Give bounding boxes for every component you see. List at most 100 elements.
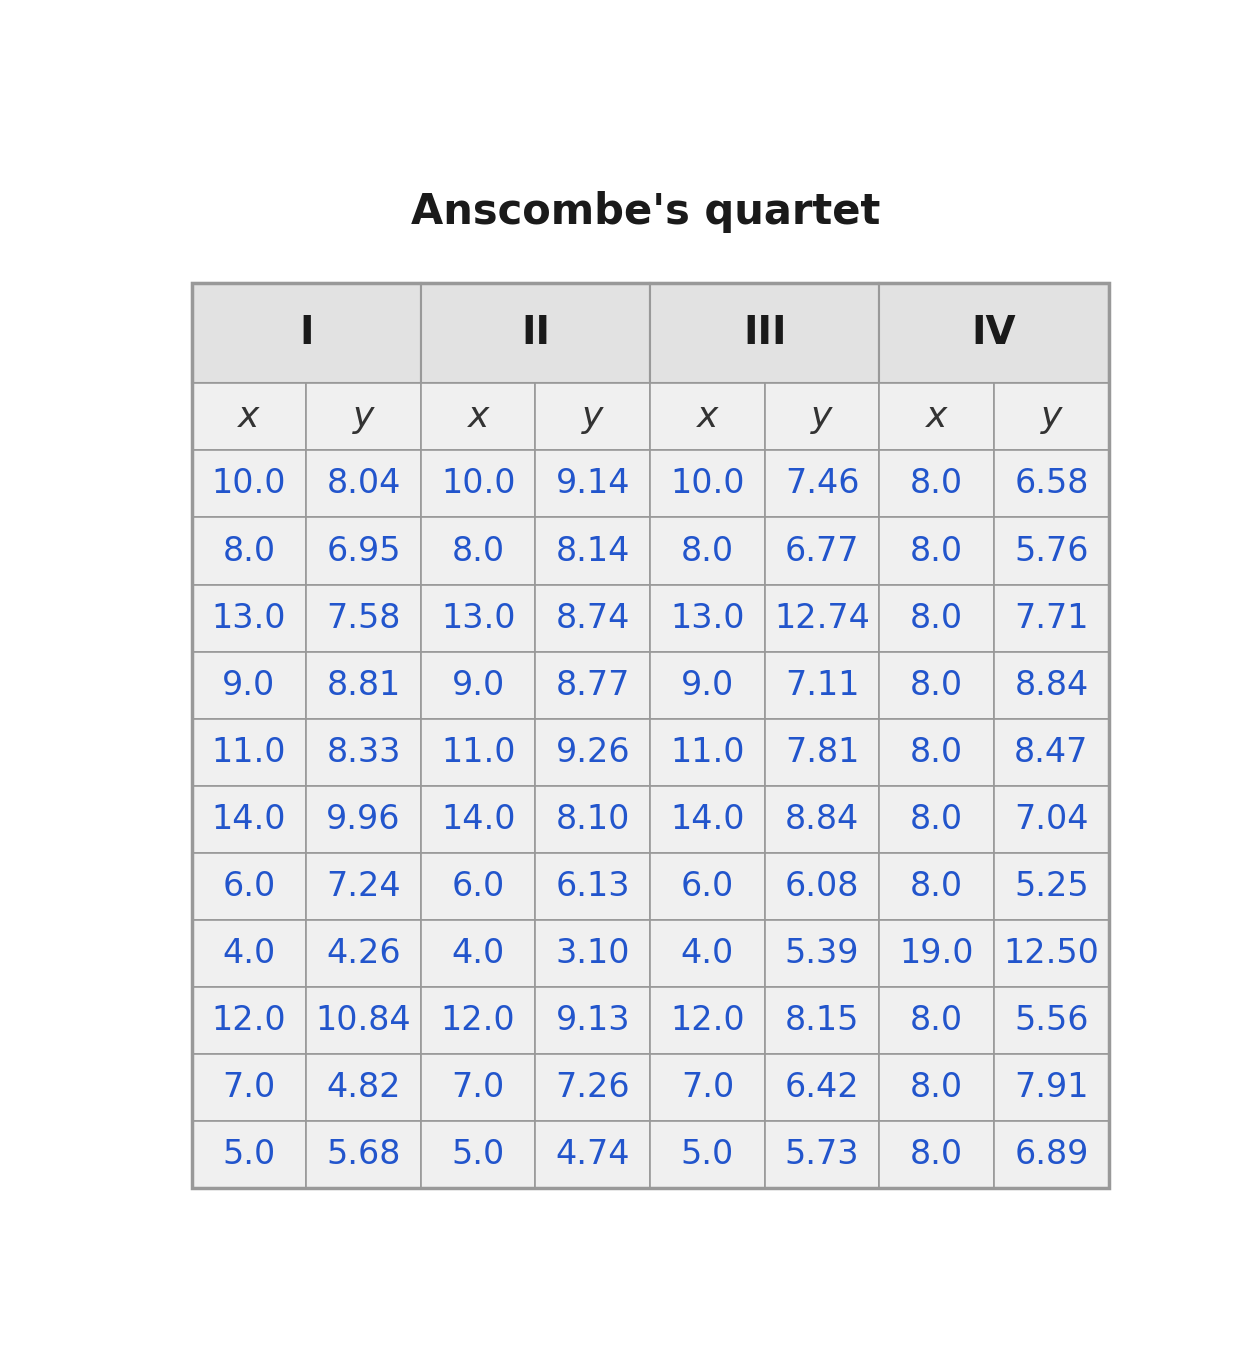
Bar [306, 518, 421, 584]
Text: 5.25: 5.25 [1013, 869, 1089, 903]
Bar [879, 987, 995, 1054]
Text: x: x [467, 400, 488, 434]
Bar [421, 1054, 535, 1121]
Text: 13.0: 13.0 [441, 602, 515, 635]
Text: 9.0: 9.0 [452, 669, 505, 701]
Text: 7.46: 7.46 [784, 468, 860, 500]
Text: 6.08: 6.08 [784, 869, 860, 903]
Bar [764, 1054, 879, 1121]
Bar [650, 919, 764, 987]
Text: 6.0: 6.0 [452, 869, 505, 903]
Text: 11.0: 11.0 [212, 736, 286, 769]
Bar [191, 987, 306, 1054]
Text: 8.0: 8.0 [910, 803, 963, 835]
Text: 14.0: 14.0 [212, 803, 286, 835]
Text: y: y [582, 400, 603, 434]
Text: 4.0: 4.0 [223, 937, 276, 970]
Bar [879, 919, 995, 987]
Text: 7.24: 7.24 [326, 869, 400, 903]
Bar [535, 785, 650, 853]
Text: 8.84: 8.84 [1015, 669, 1089, 701]
Text: 13.0: 13.0 [212, 602, 286, 635]
Bar [535, 1054, 650, 1121]
Text: 8.0: 8.0 [910, 1003, 963, 1037]
Bar [306, 987, 421, 1054]
Text: y: y [353, 400, 374, 434]
Bar [764, 1121, 879, 1188]
Text: 6.0: 6.0 [681, 869, 734, 903]
Text: IV: IV [972, 315, 1016, 353]
Bar [191, 1121, 306, 1188]
Bar [995, 384, 1109, 450]
Bar [191, 785, 306, 853]
Text: 9.0: 9.0 [223, 669, 276, 701]
Bar [535, 652, 650, 719]
Bar [650, 853, 764, 919]
Text: 8.0: 8.0 [910, 468, 963, 500]
Text: 10.0: 10.0 [212, 468, 286, 500]
Text: 6.77: 6.77 [784, 534, 860, 568]
Text: 8.84: 8.84 [784, 803, 859, 835]
Bar [421, 919, 535, 987]
Text: 4.74: 4.74 [555, 1138, 630, 1172]
Text: 11.0: 11.0 [441, 736, 515, 769]
Bar [879, 652, 995, 719]
Text: 5.68: 5.68 [326, 1138, 400, 1172]
Bar [421, 785, 535, 853]
Text: 8.0: 8.0 [910, 736, 963, 769]
Bar [879, 384, 995, 450]
Bar [650, 1054, 764, 1121]
Bar [764, 652, 879, 719]
Text: x: x [238, 400, 259, 434]
Text: 9.14: 9.14 [555, 468, 630, 500]
Text: 7.71: 7.71 [1015, 602, 1089, 635]
Bar [191, 1054, 306, 1121]
Bar [995, 987, 1109, 1054]
Text: 4.0: 4.0 [681, 937, 734, 970]
Bar [306, 384, 421, 450]
Text: 8.47: 8.47 [1015, 736, 1089, 769]
Bar [650, 987, 764, 1054]
Text: 4.82: 4.82 [326, 1071, 400, 1104]
Bar [764, 853, 879, 919]
Text: 8.81: 8.81 [326, 669, 400, 701]
Text: Anscombe's quartet: Anscombe's quartet [410, 191, 880, 233]
Bar [764, 384, 879, 450]
Bar [421, 584, 535, 652]
Bar [995, 584, 1109, 652]
Bar [421, 652, 535, 719]
Bar [879, 1121, 995, 1188]
Bar [764, 584, 879, 652]
Bar [995, 450, 1109, 518]
Bar [421, 518, 535, 584]
Text: 8.0: 8.0 [681, 534, 734, 568]
Bar [650, 719, 764, 785]
Bar [650, 450, 764, 518]
Bar [995, 1054, 1109, 1121]
Text: x: x [696, 400, 718, 434]
Text: 8.33: 8.33 [326, 736, 400, 769]
Text: 8.0: 8.0 [910, 1138, 963, 1172]
Text: y: y [811, 400, 832, 434]
Text: 6.13: 6.13 [555, 869, 630, 903]
Text: 8.0: 8.0 [910, 602, 963, 635]
Bar [535, 450, 650, 518]
Bar [306, 719, 421, 785]
Bar [650, 1121, 764, 1188]
Text: 8.0: 8.0 [910, 1071, 963, 1104]
Text: y: y [1041, 400, 1063, 434]
Text: 4.0: 4.0 [452, 937, 505, 970]
Text: 14.0: 14.0 [441, 803, 515, 835]
Text: 7.58: 7.58 [326, 602, 400, 635]
Text: 9.0: 9.0 [681, 669, 734, 701]
Bar [191, 584, 306, 652]
Text: 14.0: 14.0 [670, 803, 744, 835]
Text: 8.0: 8.0 [452, 534, 505, 568]
Bar [191, 919, 306, 987]
Text: 7.91: 7.91 [1015, 1071, 1089, 1104]
Bar [995, 1121, 1109, 1188]
Bar [535, 384, 650, 450]
Text: 10.0: 10.0 [441, 468, 515, 500]
Text: 12.0: 12.0 [441, 1003, 515, 1037]
Text: 11.0: 11.0 [670, 736, 744, 769]
